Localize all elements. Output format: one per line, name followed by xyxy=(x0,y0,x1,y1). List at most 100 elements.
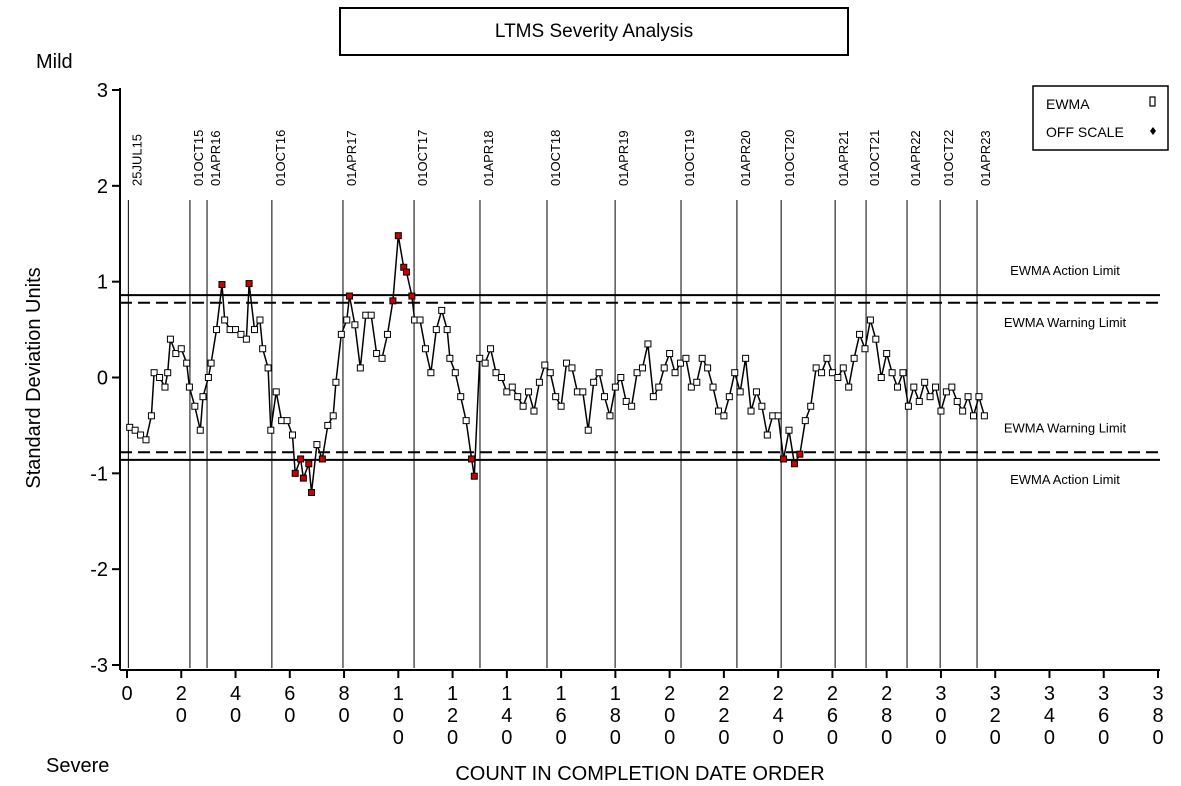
point xyxy=(487,345,495,353)
y-bottom-label: Severe xyxy=(46,755,109,777)
legend-label: EWMA xyxy=(1046,96,1090,112)
y-tick-label: -1 xyxy=(90,463,108,485)
point xyxy=(747,407,755,415)
point xyxy=(709,383,717,391)
point xyxy=(563,359,571,367)
point xyxy=(142,436,150,444)
point xyxy=(297,455,305,463)
point xyxy=(774,412,782,420)
x-axis-label: COUNT IN COMPLETION DATE ORDER xyxy=(455,763,824,785)
point xyxy=(264,364,272,372)
point xyxy=(584,426,592,434)
y-tick-label: -2 xyxy=(90,559,108,581)
point xyxy=(378,354,386,362)
y-tick-label: 0 xyxy=(97,368,108,390)
point xyxy=(980,412,988,420)
date-label: 25JUL15 xyxy=(129,134,144,186)
point xyxy=(147,412,155,420)
series-line xyxy=(129,235,986,493)
point xyxy=(801,417,809,425)
point xyxy=(964,393,972,401)
point xyxy=(812,364,820,372)
point xyxy=(432,326,440,334)
date-label: 01OCT21 xyxy=(867,130,882,186)
point xyxy=(546,369,554,377)
limit-label: EWMA Action Limit xyxy=(1010,472,1120,487)
point xyxy=(519,402,527,410)
date-label: 01APR22 xyxy=(908,130,923,186)
point xyxy=(251,326,259,334)
y-tick-label: 1 xyxy=(97,272,108,294)
chart-title: LTMS Severity Analysis xyxy=(495,21,693,42)
point xyxy=(704,364,712,372)
point xyxy=(714,407,722,415)
date-label: 01OCT22 xyxy=(941,130,956,186)
point xyxy=(289,431,297,439)
date-label: 01OCT16 xyxy=(273,130,288,186)
point xyxy=(682,354,690,362)
point xyxy=(856,330,864,338)
point xyxy=(131,426,139,434)
point xyxy=(307,489,315,496)
point xyxy=(462,417,470,425)
point xyxy=(617,374,625,381)
date-label: 01APR18 xyxy=(481,130,496,186)
x-tick-label: 0 xyxy=(121,683,132,705)
point xyxy=(183,359,191,367)
point xyxy=(394,232,402,240)
point xyxy=(921,378,929,386)
point xyxy=(633,369,641,377)
point xyxy=(237,330,245,338)
point xyxy=(883,350,891,358)
point xyxy=(446,354,454,362)
point xyxy=(337,330,345,338)
point xyxy=(861,345,869,353)
point xyxy=(172,350,180,358)
point xyxy=(199,393,207,401)
point xyxy=(204,374,212,381)
point xyxy=(828,369,836,377)
point xyxy=(780,455,788,463)
point xyxy=(245,280,253,288)
y-top-label: Mild xyxy=(36,51,73,73)
point xyxy=(910,383,918,391)
point xyxy=(476,354,484,362)
point xyxy=(839,364,847,372)
point xyxy=(283,417,291,425)
point xyxy=(137,431,145,439)
point xyxy=(693,378,701,386)
point xyxy=(218,281,226,289)
point xyxy=(166,335,174,343)
point xyxy=(508,383,516,391)
point xyxy=(736,388,744,396)
point xyxy=(758,402,766,410)
point xyxy=(291,469,299,477)
point xyxy=(185,383,193,391)
point xyxy=(497,374,505,381)
point xyxy=(541,361,549,369)
point xyxy=(503,388,511,396)
point xyxy=(470,472,478,480)
point xyxy=(416,316,424,324)
point xyxy=(272,388,280,396)
date-label: 01APR17 xyxy=(344,130,359,186)
point xyxy=(213,326,221,334)
point xyxy=(568,364,576,372)
point xyxy=(590,378,598,386)
point xyxy=(207,359,215,367)
point xyxy=(535,378,543,386)
point xyxy=(834,374,842,381)
point xyxy=(427,369,435,377)
point xyxy=(402,268,410,276)
